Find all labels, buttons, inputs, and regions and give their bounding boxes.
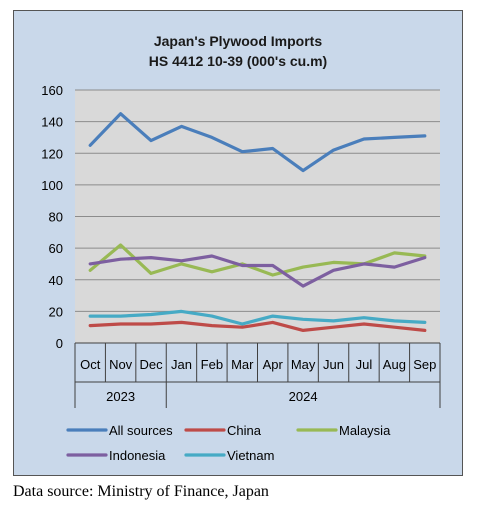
x-tick-label: Mar (231, 357, 254, 372)
x-tick-label: May (291, 357, 316, 372)
y-tick-label: 20 (49, 304, 63, 319)
data-source-note: Data source: Ministry of Finance, Japan (13, 483, 269, 500)
x-tick-label: Feb (201, 357, 223, 372)
y-tick-label: 160 (41, 83, 63, 98)
series-line-china (88, 320, 427, 332)
legend-label: Vietnam (227, 448, 274, 463)
series-line-vietnam (88, 309, 427, 326)
year-group-label: 2023 (106, 389, 135, 404)
chart-title-block: Japan's Plywood Imports HS 4412 10-39 (0… (14, 31, 462, 71)
x-tick-label: Sep (413, 357, 436, 372)
y-tick-label: 80 (49, 210, 63, 225)
legend-label: China (227, 423, 262, 438)
chart-title: Japan's Plywood Imports (153, 33, 323, 49)
legend-label: Indonesia (109, 448, 166, 463)
y-tick-label: 60 (49, 241, 63, 256)
x-tick-label: Aug (383, 357, 406, 372)
x-tick-label: Dec (139, 357, 163, 372)
y-tick-label: 40 (49, 273, 63, 288)
x-tick-label: Oct (80, 357, 101, 372)
y-tick-label: 140 (41, 115, 63, 130)
series-line-all-sources (88, 112, 427, 173)
x-tick-label: Jul (356, 357, 373, 372)
y-tick-label: 120 (41, 146, 63, 161)
x-tick-label: Nov (109, 357, 133, 372)
x-tick-label: Apr (263, 357, 284, 372)
line-chart: 0 20 40 60 80 100 120 140 160 Oct Nov Dec Jan Feb Mar A… (41, 83, 441, 463)
chart-subtitle: HS 4412 10-39 (000's cu.m) (148, 53, 328, 69)
legend-label: All sources (109, 423, 173, 438)
series-line-indonesia (88, 254, 427, 288)
x-tick-label: Jun (323, 357, 344, 372)
y-tick-label: 0 (56, 336, 63, 351)
x-tick-label: Jan (171, 357, 192, 372)
year-group-label: 2024 (289, 389, 318, 404)
legend-label: Malaysia (339, 423, 391, 438)
y-tick-label: 100 (41, 178, 63, 193)
series-line-malaysia (88, 243, 427, 277)
